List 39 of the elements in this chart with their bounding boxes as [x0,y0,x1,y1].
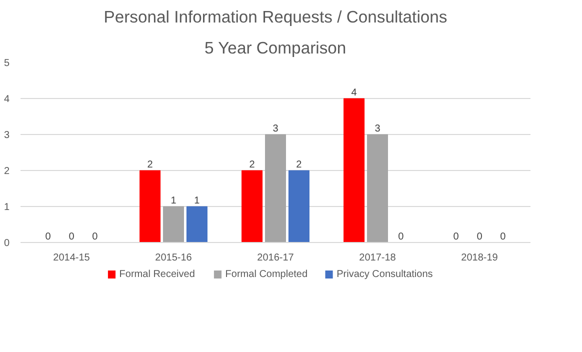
x-tick-label: 2017-18 [359,252,396,264]
chart-subtitle: 5 Year Comparison [204,38,346,58]
chart-title: Personal Information Requests / Consultations [104,8,448,26]
bar [265,134,286,242]
y-tick-label: 1 [4,202,10,213]
data-label: 0 [476,232,483,242]
data-label: 0 [68,232,75,242]
data-label: 3 [374,124,381,134]
x-tick-label: 2015-16 [155,252,192,264]
data-label: 0 [453,232,460,242]
data-label: 2 [249,160,256,170]
bar [163,206,184,242]
data-label: 0 [92,232,98,242]
x-tick-label: 2014-15 [53,252,90,264]
data-label: 1 [170,196,177,206]
legend-label: Privacy Consultations [336,269,433,280]
bar [344,98,365,242]
bar [140,170,161,242]
y-tick-label: 2 [4,166,10,177]
data-label: 0 [500,232,506,242]
data-label: 0 [398,232,404,242]
data-label: 2 [296,160,302,170]
legend-label: Formal Completed [225,269,308,280]
y-tick-label: 4 [4,94,10,105]
bar [367,134,388,242]
data-label: 0 [45,232,52,242]
data-label: 2 [147,160,154,170]
data-label: 1 [194,196,200,206]
bar [242,170,263,242]
legend-label: Formal Received [119,269,195,280]
x-tick-label: 2018-19 [461,252,498,264]
bar [186,206,208,242]
data-label: 3 [272,124,279,134]
bar [288,170,310,242]
y-tick-label: 3 [4,130,10,141]
y-tick-label: 0 [4,238,10,249]
y-tick-label: 5 [4,58,10,69]
data-label: 4 [351,88,358,98]
x-tick-label: 2016-17 [257,252,294,264]
